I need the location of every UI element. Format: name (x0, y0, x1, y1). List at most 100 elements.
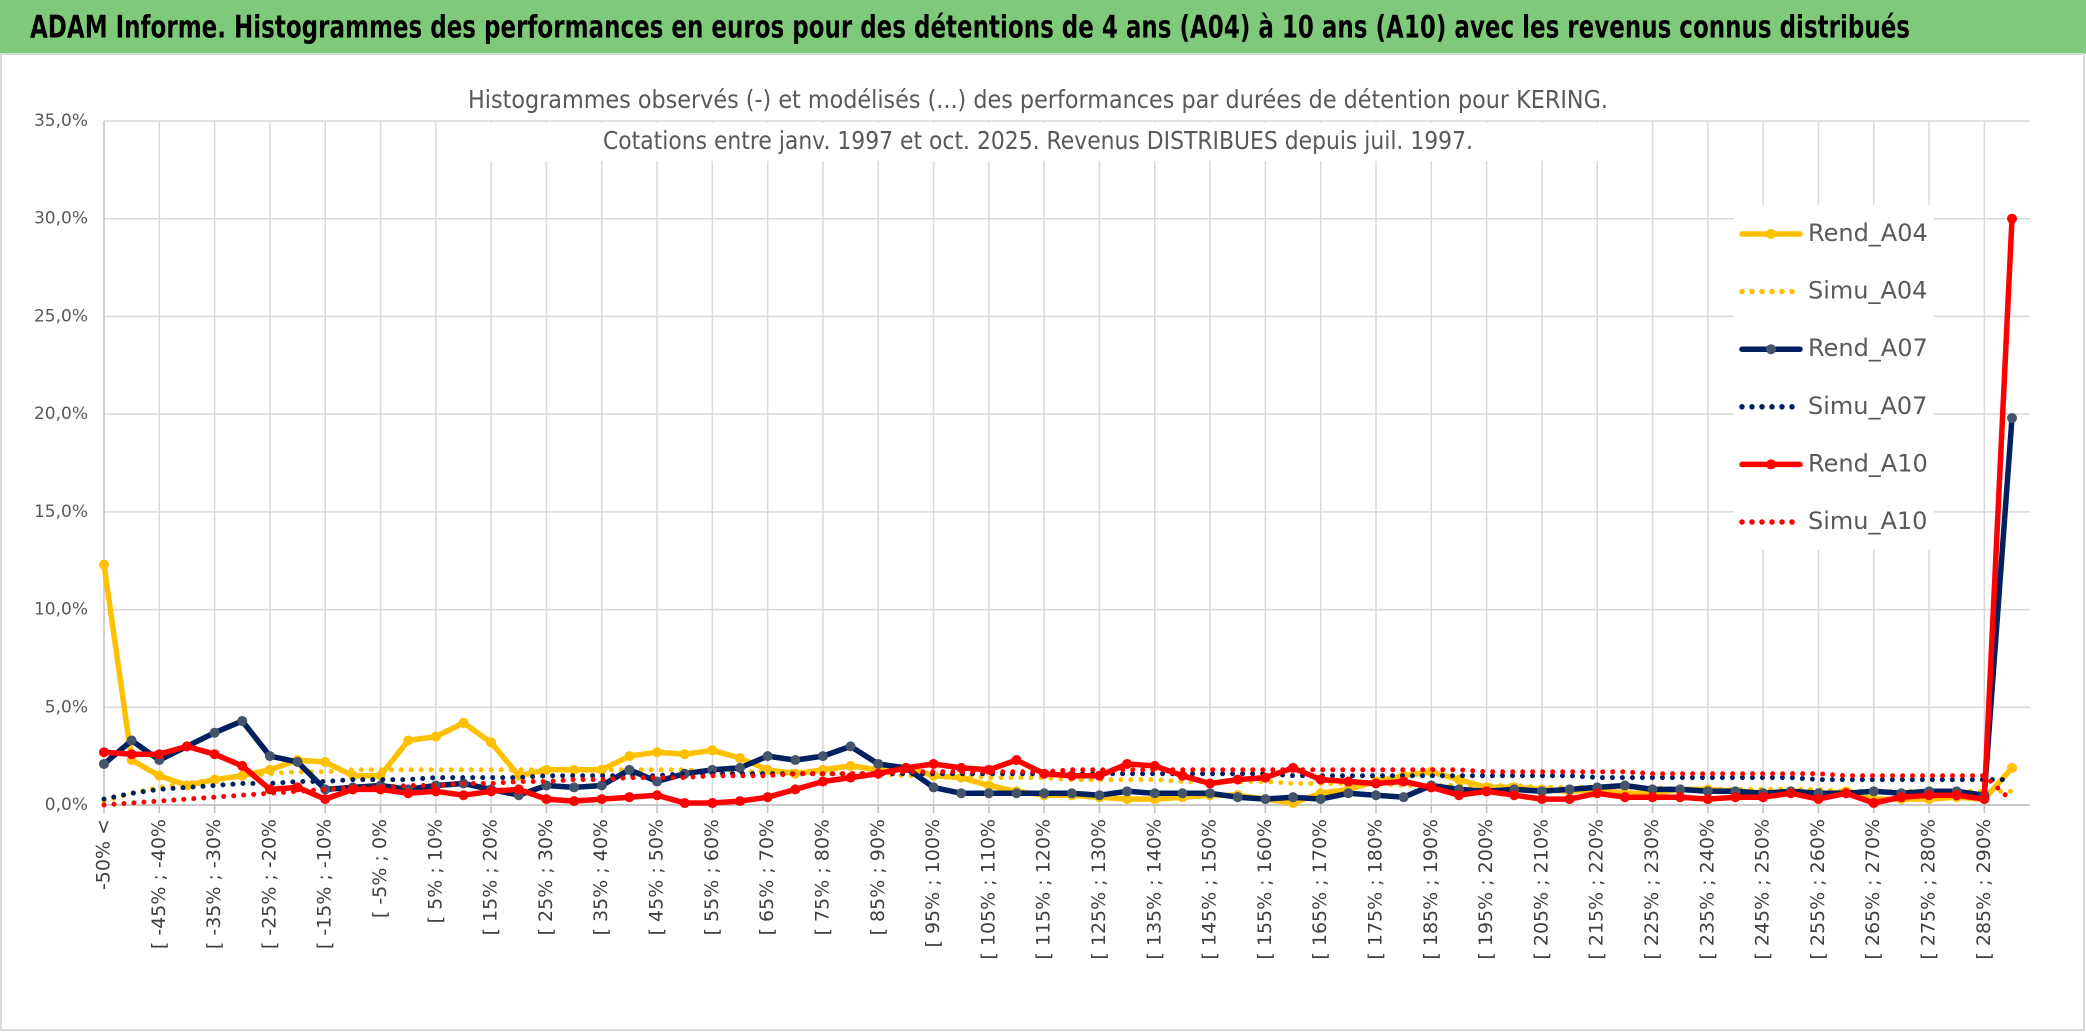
x-tick-label: [ 245% ; 250% (1752, 819, 1774, 960)
chart-title: Histogrammes observés (-) et modélisés (… (468, 85, 1608, 114)
data-point (1315, 774, 1326, 785)
data-point (541, 764, 552, 775)
y-tick-label: 25,0% (34, 306, 88, 326)
data-point (679, 749, 690, 760)
data-point (1094, 770, 1105, 781)
legend-label: Simu_A10 (1808, 507, 1927, 535)
data-point (707, 798, 718, 809)
data-point (1315, 794, 1326, 805)
data-point (1011, 788, 1022, 799)
data-point (1730, 792, 1741, 803)
x-tick-label: [ 285% ; 290% (1973, 819, 1995, 960)
data-point (790, 755, 801, 766)
data-point (1509, 790, 1520, 801)
data-point (1398, 792, 1409, 803)
x-tick-label: [ 135% ; 140% (1143, 819, 1165, 960)
x-tick-label: [ 15% ; 20% (480, 819, 502, 935)
data-point (569, 796, 580, 807)
data-point (181, 741, 192, 752)
data-point (1758, 792, 1769, 803)
data-point (1426, 782, 1437, 793)
data-point (486, 737, 497, 748)
legend-label: Simu_A07 (1808, 392, 1927, 420)
x-tick-label: [ 215% ; 220% (1586, 819, 1608, 960)
data-point (1011, 755, 1022, 766)
data-point (1371, 790, 1381, 801)
data-point (154, 770, 165, 781)
data-point (320, 794, 331, 805)
data-point (790, 784, 801, 795)
data-point (1979, 794, 1990, 805)
y-tick-label: 15,0% (34, 502, 88, 522)
data-point (1896, 792, 1907, 803)
data-point (873, 768, 884, 779)
x-tick-label: [ 115% ; 120% (1033, 819, 1055, 960)
x-tick-label: [ 175% ; 180% (1365, 819, 1387, 960)
data-point (154, 749, 165, 760)
simulated-line (101, 771, 2015, 802)
data-point (1785, 788, 1796, 799)
data-point (1453, 790, 1464, 801)
x-tick-label: [ -15% ; -10% (314, 819, 336, 949)
x-tick-label: [ 95% ; 100% (922, 819, 944, 947)
data-point (928, 782, 939, 793)
data-point (2007, 413, 2017, 424)
title-backdrop (465, 82, 1615, 120)
data-point (264, 751, 275, 762)
y-tick-label: 10,0% (34, 600, 88, 620)
legend-label: Simu_A04 (1808, 277, 1927, 305)
x-tick-label: [ 235% ; 240% (1696, 819, 1718, 960)
data-point (126, 749, 137, 760)
data-point (513, 784, 524, 795)
data-point (430, 786, 441, 797)
x-tick-label: [ 75% ; 80% (811, 819, 833, 935)
data-point (1260, 794, 1271, 805)
data-point (458, 790, 469, 801)
data-point (430, 731, 441, 742)
data-point (209, 727, 220, 738)
data-point (652, 790, 663, 801)
data-point (1288, 792, 1299, 803)
data-point (624, 764, 635, 775)
data-point (541, 794, 552, 805)
data-point (1951, 790, 1962, 801)
data-point (1675, 792, 1686, 803)
x-tick-label: [ 265% ; 270% (1862, 819, 1884, 960)
data-point (569, 782, 580, 793)
data-point (1232, 792, 1243, 803)
data-point (1260, 772, 1271, 783)
data-point (707, 764, 718, 775)
data-point (1205, 788, 1216, 799)
data-point (1564, 784, 1575, 795)
data-point (1536, 794, 1547, 805)
legend-box (1734, 205, 1934, 550)
data-point (983, 780, 994, 791)
legend-label: Rend_A04 (1808, 219, 1928, 247)
x-tick-label: [ 205% ; 210% (1530, 819, 1552, 960)
x-tick-label: [ 105% ; 110% (977, 819, 999, 960)
data-point (1868, 786, 1879, 797)
x-tick-label: [ 155% ; 160% (1254, 819, 1276, 960)
simulated-line (101, 767, 2015, 808)
data-point (1702, 786, 1713, 797)
data-point (735, 762, 745, 773)
data-point (1343, 788, 1354, 799)
x-tick-label: [ -45% ; -40% (148, 819, 170, 949)
data-point (1122, 786, 1133, 797)
x-tick-label: [ 25% ; 30% (535, 819, 557, 935)
data-point (1122, 794, 1133, 805)
legend-marker (1766, 459, 1776, 470)
data-point (2007, 762, 2017, 773)
data-point (817, 751, 828, 762)
legend-marker (1766, 229, 1776, 239)
data-point (956, 788, 967, 799)
data-point (320, 757, 331, 768)
data-point (624, 792, 635, 803)
data-point (99, 559, 109, 570)
data-point (99, 747, 109, 758)
observed-line (101, 215, 2015, 806)
x-tick-label: [ 55% ; 60% (701, 819, 723, 935)
x-tick-label: -50% < (93, 819, 115, 890)
legend-label: Rend_A10 (1808, 449, 1928, 477)
data-point (1039, 788, 1050, 799)
